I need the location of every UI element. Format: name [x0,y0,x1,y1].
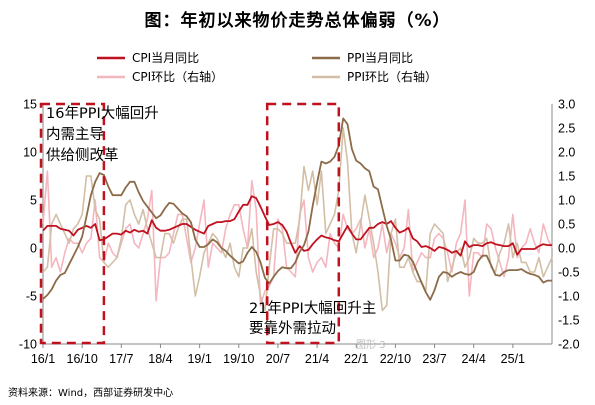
right-tick-label: -0.5 [558,266,580,280]
series-line-ppi-yoy [42,117,552,301]
legend-item-ppi-mom: PPI环比（右轴） [312,69,437,84]
x-tick-label: 16/10 [67,352,98,366]
left-tick-label: -10 [19,338,37,352]
x-tick-label: 22/10 [380,352,411,366]
series-line-cpi-mom [42,170,553,307]
x-tick-label: 19/1 [187,352,211,366]
left-tick-label: 15 [23,98,37,112]
x-tick-label: 19/10 [223,352,254,366]
legend: CPI当月同比 PPI当月同比 CPI环比（右轴） PPI环比（右轴） [97,51,437,84]
series-line-ppi-mom [42,127,553,312]
legend-label-ppi-yoy: PPI当月同比 [347,51,413,65]
left-tick-label: -5 [26,290,37,304]
legend-item-cpi-mom: CPI环比（右轴） [97,69,223,84]
right-tick-label: 0.5 [558,218,575,232]
legend-label-ppi-mom: PPI环比（右轴） [347,69,437,84]
annotation-2016-line-1: 16年PPI大幅回升 [46,105,159,122]
left-tick-label: 10 [23,146,37,160]
right-tick-label: -1.0 [558,290,580,304]
x-tick-label: 23/7 [422,352,446,366]
series-line-cpi-yoy [42,195,552,257]
right-axis-ticks: 3.0 2.5 2.0 1.5 1.0 0.5 0.0 -0.5 -1.0 -1.5 -2.0 [558,98,580,352]
annotation-2016: 16年PPI大幅回升 内需主导 供给侧改革 [46,105,159,164]
annotation-box-2016 [39,102,106,345]
x-tick-label: 22/1 [344,352,368,366]
x-axis-ticks: 16/1 16/10 17/7 18/4 19/1 19/10 20/7 21/4 22/1 22… [31,344,525,366]
left-axis-ticks: 15 10 5 0 -5 -10 [19,98,37,352]
right-tick-label: -1.5 [558,314,580,328]
right-tick-label: -2.0 [558,338,580,352]
x-tick-label: 16/1 [31,352,55,366]
right-tick-label: 1.0 [558,194,575,208]
x-tick-label: 17/7 [109,352,133,366]
x-tick-label: 24/4 [462,352,486,366]
annotation-2021-line-1: 21年PPI大幅回升主 [249,300,376,317]
x-tick-label: 20/7 [266,352,290,366]
annotation-box-2021 [265,102,341,345]
plot-area [42,117,553,312]
x-tick-label: 18/4 [148,352,172,366]
source-note: 资料来源：Wind，西部证券研发中心 [8,388,174,399]
annotation-2016-line-3: 供给侧改革 [46,147,119,164]
legend-label-cpi-mom: CPI环比（右轴） [132,69,223,84]
annotation-2021-line-2: 要靠外需拉动 [249,320,336,337]
x-tick-label: 21/4 [305,352,329,366]
chart-title: 图：年初以来物价走势总体偏弱（%） [144,11,451,31]
annotation-2016-line-2: 内需主导 [46,126,104,143]
right-tick-label: 1.5 [558,170,575,184]
right-tick-label: 2.5 [558,122,575,136]
x-tick-label: 25/1 [501,352,525,366]
annotation-2021: 21年PPI大幅回升主 要靠外需拉动 [249,300,376,337]
right-tick-label: 3.0 [558,98,575,112]
left-tick-label: 5 [30,194,37,208]
legend-item-cpi-yoy: CPI当月同比 [97,51,199,65]
right-tick-label: 2.0 [558,146,575,160]
watermark-text: 图形 3 [356,339,386,351]
legend-label-cpi-yoy: CPI当月同比 [132,51,199,65]
left-tick-label: 0 [30,242,37,256]
right-tick-label: 0.0 [558,242,575,256]
legend-item-ppi-yoy: PPI当月同比 [312,51,413,65]
